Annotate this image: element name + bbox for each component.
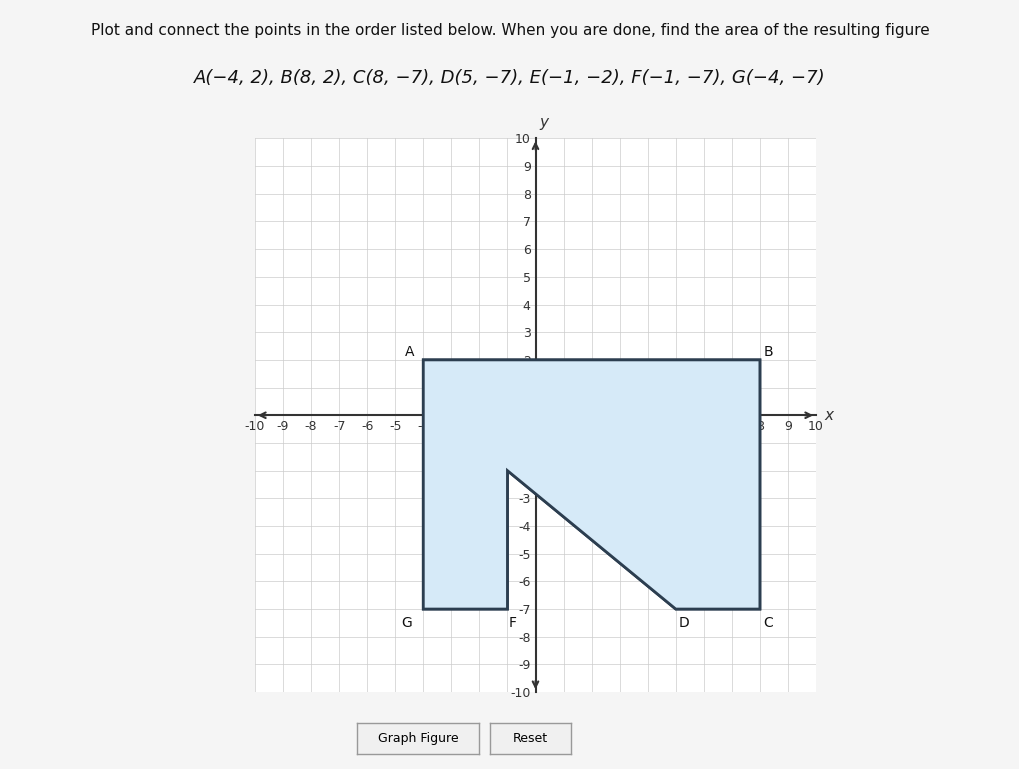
Text: x: x (823, 408, 833, 423)
Text: G: G (400, 616, 412, 630)
Text: A: A (405, 345, 414, 358)
Text: D: D (678, 616, 689, 630)
Text: A(−4, 2), B(8, 2), C(8, −7), D(5, −7), E(−1, −2), F(−1, −7), G(−4, −7): A(−4, 2), B(8, 2), C(8, −7), D(5, −7), E… (194, 69, 825, 87)
Polygon shape (423, 360, 759, 609)
Text: E: E (508, 455, 517, 469)
Text: Plot and connect the points in the order listed below. When you are done, find t: Plot and connect the points in the order… (91, 23, 928, 38)
Text: B: B (763, 345, 772, 358)
Text: Graph Figure: Graph Figure (377, 732, 459, 744)
Text: Reset: Reset (513, 732, 547, 744)
Polygon shape (423, 360, 759, 609)
Text: F: F (508, 616, 517, 630)
Text: y: y (539, 115, 548, 130)
Text: C: C (762, 616, 772, 630)
